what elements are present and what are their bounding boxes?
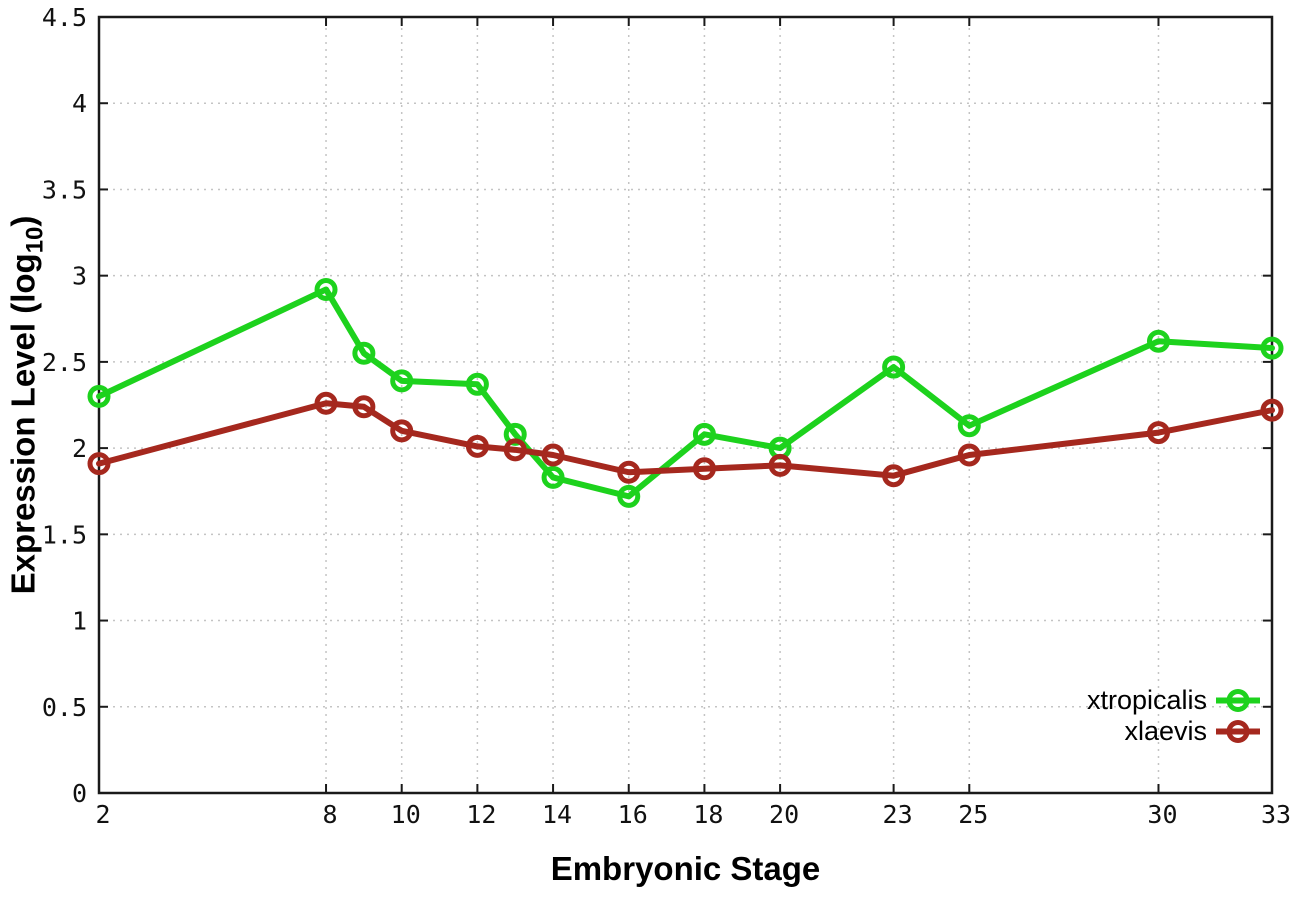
y-axis-title-close: ) xyxy=(4,215,42,227)
x-tick-label: 30 xyxy=(1147,800,1177,829)
data-point-xlaevis xyxy=(390,419,414,443)
data-point-xlaevis xyxy=(768,453,792,477)
data-point-xtropicalis xyxy=(390,369,414,393)
y-axis-title-main: Expression Level (log xyxy=(4,253,42,595)
data-point-xlaevis xyxy=(957,443,981,467)
data-point-xlaevis xyxy=(692,457,716,481)
series-line-xlaevis xyxy=(96,400,1275,479)
legend-marker-xtropicalis xyxy=(1216,689,1260,712)
y-tick-label: 3 xyxy=(72,262,87,291)
y-tick-label: 4.5 xyxy=(42,3,87,32)
data-point-xlaevis xyxy=(1260,398,1284,422)
data-point-xtropicalis xyxy=(1260,336,1284,360)
legend-item-xtropicalis: xtropicalis xyxy=(1087,685,1262,716)
legend: xtropicalis xlaevis xyxy=(1087,685,1262,747)
data-point-xlaevis xyxy=(617,460,641,484)
data-point-xlaevis xyxy=(465,434,489,458)
y-axis-title-subscript: 10 xyxy=(21,226,49,254)
y-tick-label: 1.5 xyxy=(42,520,87,549)
x-tick-label: 20 xyxy=(769,800,799,829)
data-point-xtropicalis xyxy=(957,414,981,438)
x-tick-label: 12 xyxy=(466,800,496,829)
x-tick-label: 33 xyxy=(1261,800,1291,829)
x-tick-label: 18 xyxy=(693,800,723,829)
y-axis-title: Expression Level (log10) xyxy=(5,216,50,595)
data-point-xtropicalis xyxy=(882,355,906,379)
y-tick-label: 0 xyxy=(72,779,87,808)
data-point-xlaevis xyxy=(882,464,906,488)
x-tick-label: 2 xyxy=(95,800,110,829)
data-point-xtropicalis xyxy=(87,384,111,408)
x-tick-label: 23 xyxy=(883,800,913,829)
legend-marker-xlaevis xyxy=(1216,720,1260,743)
data-point-xtropicalis xyxy=(1146,329,1170,353)
legend-label-xtropicalis: xtropicalis xyxy=(1086,685,1207,715)
data-point-xtropicalis xyxy=(692,422,716,446)
y-tick-label: 2 xyxy=(72,434,87,463)
data-point-xlaevis xyxy=(314,391,338,415)
y-tick-label: 1 xyxy=(72,607,87,636)
series-line-xtropicalis xyxy=(96,286,1275,500)
data-point-xlaevis xyxy=(503,438,527,462)
x-tick-label: 8 xyxy=(323,800,338,829)
y-tick-label: 2.5 xyxy=(42,348,87,377)
x-tick-label: 25 xyxy=(958,800,988,829)
y-tick-label: 0.5 xyxy=(42,693,87,722)
data-point-xtropicalis xyxy=(352,341,376,365)
x-tick-label: 16 xyxy=(618,800,648,829)
x-tick-label: 14 xyxy=(542,800,572,829)
legend-item-xlaevis: xlaevis xyxy=(1087,716,1262,747)
data-point-xlaevis xyxy=(1146,421,1170,445)
data-point-xlaevis xyxy=(541,443,565,467)
data-point-xtropicalis xyxy=(314,277,338,301)
data-point-xtropicalis xyxy=(465,372,489,396)
y-tick-label: 4 xyxy=(72,89,87,118)
x-axis-title: Embryonic Stage xyxy=(550,850,821,887)
data-point-xtropicalis xyxy=(541,465,565,489)
legend-label-xlaevis: xlaevis xyxy=(1124,716,1207,746)
data-point-xlaevis xyxy=(352,395,376,419)
data-point-xlaevis xyxy=(87,452,111,476)
x-tick-label: 10 xyxy=(391,800,421,829)
data-point-xtropicalis xyxy=(617,484,641,508)
y-tick-label: 3.5 xyxy=(42,175,87,204)
